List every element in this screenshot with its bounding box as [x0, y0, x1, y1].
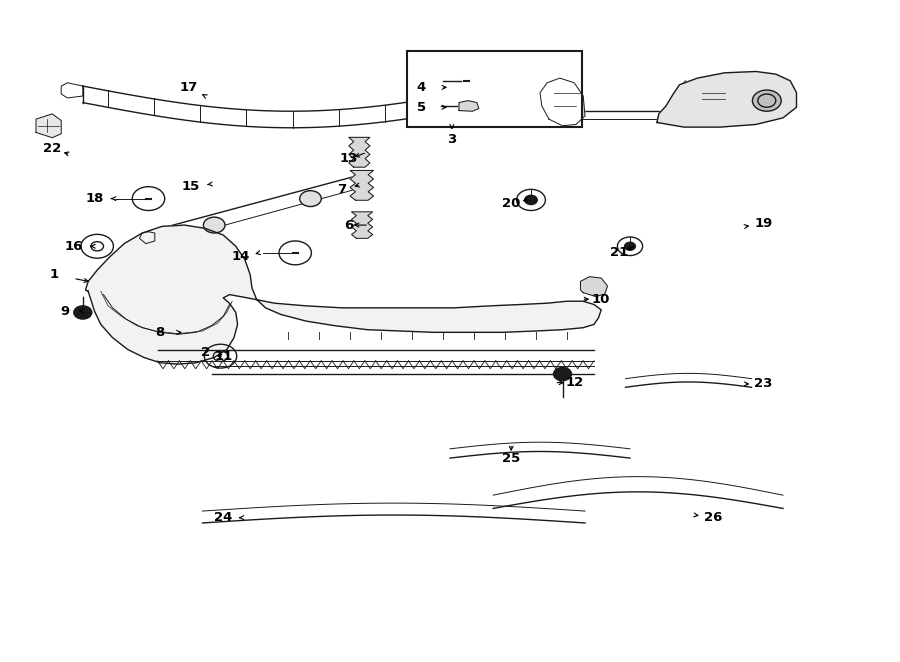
Polygon shape	[140, 232, 155, 244]
Text: 9: 9	[60, 305, 69, 318]
Circle shape	[752, 90, 781, 111]
Text: 25: 25	[502, 451, 520, 465]
Circle shape	[554, 367, 572, 381]
Polygon shape	[459, 101, 479, 111]
Text: 21: 21	[610, 246, 628, 260]
Bar	[407, 51, 582, 127]
Text: 3: 3	[447, 132, 456, 146]
Circle shape	[203, 217, 225, 233]
Text: 1: 1	[50, 268, 58, 281]
Text: 10: 10	[592, 293, 610, 306]
Polygon shape	[86, 225, 601, 364]
Polygon shape	[352, 212, 373, 238]
Polygon shape	[36, 114, 61, 138]
Text: 8: 8	[156, 326, 165, 339]
Polygon shape	[349, 138, 370, 167]
Circle shape	[625, 242, 635, 250]
Text: 23: 23	[754, 377, 772, 391]
Circle shape	[525, 195, 537, 205]
Text: 19: 19	[754, 217, 772, 230]
Polygon shape	[350, 171, 374, 200]
Text: 13: 13	[340, 152, 358, 166]
Text: 14: 14	[232, 250, 250, 263]
Text: 26: 26	[704, 511, 722, 524]
Polygon shape	[562, 99, 583, 124]
Polygon shape	[657, 71, 796, 127]
Text: 16: 16	[65, 240, 83, 253]
Text: 2: 2	[201, 346, 210, 359]
Circle shape	[74, 306, 92, 319]
Polygon shape	[580, 277, 608, 297]
Text: 12: 12	[565, 376, 583, 389]
Text: 15: 15	[182, 180, 200, 193]
Text: 20: 20	[502, 197, 520, 211]
Text: 4: 4	[417, 81, 426, 94]
Text: 18: 18	[86, 192, 104, 205]
Text: 5: 5	[417, 101, 426, 114]
Text: 7: 7	[338, 183, 346, 196]
Text: 24: 24	[214, 511, 232, 524]
Polygon shape	[540, 78, 585, 126]
Circle shape	[454, 71, 479, 90]
Text: 22: 22	[43, 142, 61, 156]
Circle shape	[300, 191, 321, 207]
Text: 17: 17	[180, 81, 198, 94]
Text: 11: 11	[214, 350, 232, 363]
Text: 6: 6	[345, 218, 354, 232]
